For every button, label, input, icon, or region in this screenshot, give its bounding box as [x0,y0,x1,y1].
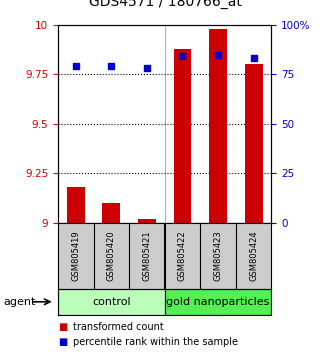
Text: percentile rank within the sample: percentile rank within the sample [73,337,238,347]
Text: GSM805423: GSM805423 [213,230,222,281]
Text: GSM805420: GSM805420 [107,230,116,281]
Bar [58,289,165,315]
Text: GDS4571 / 180766_at: GDS4571 / 180766_at [89,0,242,9]
Bar [67,187,85,223]
Text: ■: ■ [58,337,67,347]
Bar [173,48,191,223]
Text: ■: ■ [58,322,67,332]
Text: GSM805419: GSM805419 [71,230,80,281]
Text: GSM805424: GSM805424 [249,230,258,281]
Text: agent: agent [3,297,36,307]
Text: transformed count: transformed count [73,322,164,332]
Text: control: control [92,297,131,307]
Bar [138,219,156,223]
Bar [102,203,120,223]
Text: GSM805421: GSM805421 [142,230,151,281]
Bar [165,289,271,315]
Text: gold nanoparticles: gold nanoparticles [166,297,270,307]
Bar [245,64,262,223]
Text: GSM805422: GSM805422 [178,230,187,281]
Bar [209,29,227,223]
